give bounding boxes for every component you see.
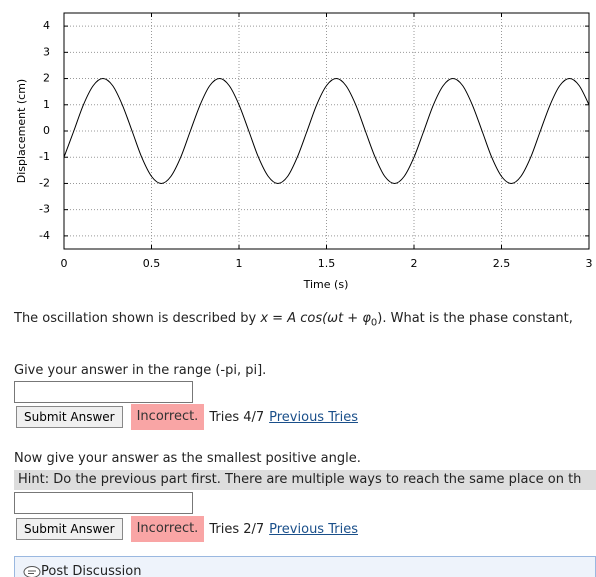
chart: Time (s) Displacement (cm) -4 -3 -2 -1 0 1 2 3 4… [15, 12, 593, 291]
x-tick-label: 0 [61, 257, 68, 270]
discussion-label: Post Discussion [41, 564, 142, 577]
question-start: The oscillation shown is described by [14, 311, 261, 326]
y-tick-label: -4 [39, 229, 50, 242]
y-tick-label: -3 [39, 203, 50, 216]
x-tick-label: 0.5 [143, 257, 161, 270]
discussion-bar[interactable]: Post Discussion [14, 556, 596, 577]
answer-input[interactable] [14, 492, 193, 514]
discussion-icon [23, 566, 41, 577]
tries: Tries 2/7 [209, 521, 265, 537]
question-end: ). What is the phase constant, [377, 311, 573, 326]
x-tick-label: 2.5 [493, 257, 511, 270]
submit-button[interactable]: Submit Answer [16, 518, 123, 540]
y-tick-label: 4 [43, 19, 50, 32]
y-tick-label: 0 [43, 124, 50, 137]
y-axis-label: Displacement (cm) [15, 79, 28, 183]
data-line [64, 78, 589, 184]
part-prompt: Now give your answer as the smallest pos… [14, 451, 361, 466]
status: Incorrect. [130, 516, 205, 542]
tries: Tries 4/7 [209, 409, 265, 425]
y-tick-label: 2 [43, 72, 50, 85]
x-tick-label: 1.5 [318, 257, 336, 270]
formula-subscript: 0 [370, 317, 378, 329]
status: Incorrect. [130, 404, 205, 430]
formula: x = A cos(ωt + φ [260, 311, 371, 326]
previous-tries-link[interactable]: Previous Tries [269, 409, 358, 425]
question: The oscillation shown is described by x … [14, 311, 573, 329]
x-axis-label: Time (s) [303, 278, 349, 291]
submit-button[interactable]: Submit Answer [16, 406, 123, 428]
answer-row: Submit Answer Incorrect. Tries 2/7 Previ… [16, 516, 358, 542]
y-tick-label: -2 [39, 176, 50, 189]
previous-tries-link[interactable]: Previous Tries [269, 521, 358, 537]
plot-frame [63, 12, 590, 250]
y-tick-label: 1 [43, 98, 50, 111]
answer-input[interactable] [14, 381, 193, 403]
x-tick-label: 3 [586, 257, 593, 270]
hint: Hint: Do the previous part first. There … [14, 470, 596, 490]
part-prompt: Give your answer in the range (-pi, pi]. [14, 363, 267, 378]
y-tick-label: -1 [39, 150, 50, 163]
x-tick-label: 1 [236, 257, 243, 270]
answer-row: Submit Answer Incorrect. Tries 4/7 Previ… [16, 404, 358, 430]
y-tick-label: 3 [43, 45, 50, 58]
x-tick-label: 2 [411, 257, 418, 270]
